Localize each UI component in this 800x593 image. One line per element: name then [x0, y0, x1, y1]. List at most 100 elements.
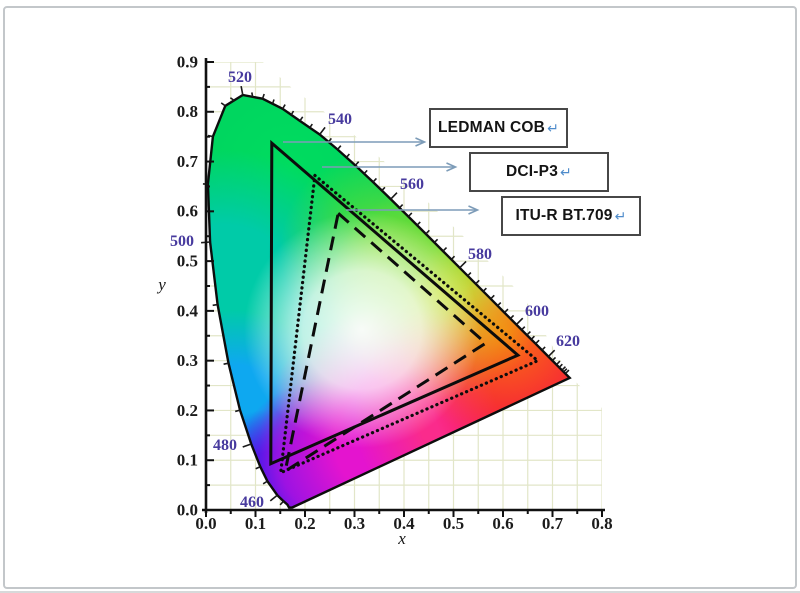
wavelength-tick	[354, 161, 360, 166]
wavelength-tick	[398, 204, 404, 209]
wavelength-tick	[509, 314, 515, 320]
wavelength-tick	[255, 466, 261, 470]
wavelength-tick	[319, 126, 326, 136]
wavelength-label: 560	[400, 176, 424, 193]
x-tick-label: 0.4	[393, 514, 415, 533]
callout-arrows	[283, 137, 480, 215]
wavelength-tick	[541, 346, 546, 351]
wavelength-tick	[535, 339, 540, 345]
wavelength-tick	[450, 255, 456, 260]
wavelength-tick	[207, 134, 214, 138]
wavelength-tick	[279, 500, 285, 506]
wavelength-tick	[242, 443, 252, 448]
wavelength-ticks	[201, 85, 570, 506]
return-mark-icon: ↵	[547, 119, 559, 136]
wavelength-tick	[561, 366, 567, 371]
wavelength-tick	[240, 85, 244, 96]
y-tick-label: 0.1	[177, 451, 198, 470]
callout-itu-r-bt709: ITU-R BT.709 ↵	[501, 196, 641, 236]
callout-label: LEDMAN COB	[438, 119, 546, 136]
x-tick-label: 0.7	[542, 514, 564, 533]
x-axis-title: x	[397, 529, 406, 548]
gamut-dci-p3	[278, 172, 541, 476]
wavelength-tick	[563, 368, 568, 373]
wavelength-label: 600	[525, 303, 549, 320]
callout-dci-p3: DCI-P3 ↵	[469, 152, 609, 192]
y-tick-label: 0.0	[177, 501, 198, 520]
callout-label: DCI-P3	[506, 163, 559, 180]
wavelength-tick	[229, 97, 235, 102]
wavelength-tick	[363, 169, 368, 175]
wavelength-tick	[309, 123, 313, 129]
wavelength-label: 460	[240, 494, 264, 511]
gamut-ledman-cob	[269, 139, 521, 467]
x-tick-labels: 0.0 0.1 0.2 0.3 0.4 0.5 0.6 0.7 0.8	[195, 514, 612, 533]
wavelength-tick	[212, 303, 218, 307]
wavelength-tick	[220, 102, 226, 107]
wavelength-tick	[433, 238, 439, 244]
return-mark-icon: ↵	[614, 207, 627, 224]
wavelength-tick	[551, 356, 557, 362]
x-tick-label: 0.3	[344, 514, 365, 533]
y-tick-label: 0.3	[177, 351, 198, 370]
x-tick-label: 0.2	[294, 514, 315, 533]
x-tick-label: 0.8	[591, 514, 612, 533]
wavelength-tick	[269, 494, 278, 502]
wavelength-tick	[555, 360, 561, 366]
wavelength-tick	[503, 308, 509, 314]
y-tick-label: 0.8	[177, 102, 198, 121]
axis-ticks	[205, 60, 603, 517]
wavelength-tick	[459, 260, 467, 269]
return-mark-icon: ↵	[560, 163, 572, 180]
wavelength-tick	[372, 177, 377, 183]
wavelength-tick	[497, 301, 502, 307]
wavelength-label: 620	[556, 333, 580, 350]
wavelength-tick	[526, 330, 531, 336]
y-tick-label: 0.6	[177, 202, 198, 221]
wavelength-tick	[564, 369, 570, 375]
wavelength-tick	[290, 110, 295, 116]
y-tick-label: 0.5	[177, 252, 198, 271]
wavelength-tick	[299, 116, 304, 122]
wavelength-tick	[234, 409, 241, 413]
y-tick-label: 0.4	[177, 301, 199, 320]
wavelength-tick	[416, 221, 421, 226]
wavelength-tick	[261, 93, 265, 99]
y-tick-label: 0.9	[177, 52, 198, 71]
wavelength-label: 540	[328, 111, 352, 128]
wavelength-tick	[530, 335, 535, 340]
wavelength-tick	[515, 317, 524, 326]
y-axis-title: y	[156, 275, 166, 294]
wavelength-tick	[467, 272, 472, 277]
wavelength-tick	[547, 349, 556, 358]
wavelength-tick	[281, 104, 286, 110]
wavelength-tick	[262, 480, 268, 485]
wavelength-tick	[407, 212, 413, 218]
x-tick-label: 0.5	[443, 514, 464, 533]
wavelength-label: 480	[213, 437, 237, 454]
x-tick-label: 0.6	[492, 514, 513, 533]
wavelength-label: 520	[228, 69, 252, 86]
y-tick-label: 0.7	[177, 152, 199, 171]
x-tick-label: 0.0	[195, 514, 216, 533]
wavelength-tick	[381, 186, 386, 192]
wavelength-tick	[345, 153, 350, 158]
wavelength-tick	[482, 287, 487, 292]
wavelength-tick	[521, 326, 526, 331]
callout-label: ITU-R BT.709	[515, 207, 613, 224]
wavelength-tick	[490, 294, 495, 300]
callout-ledman-cob: LEDMAN COB ↵	[429, 108, 568, 148]
wavelength-tick	[271, 99, 275, 105]
wavelength-labels: 460 480 500 520 540 560 580 600 620	[170, 69, 580, 511]
wavelength-tick	[251, 92, 254, 97]
wavelength-tick	[390, 192, 398, 200]
gamut-itu-r-bt709	[283, 210, 489, 475]
y-tick-labels: 0.0 0.1 0.2 0.3 0.4 0.5 0.6 0.7 0.8 0.9	[177, 52, 199, 519]
wavelength-tick	[442, 246, 448, 252]
wavelength-tick	[425, 229, 430, 235]
x-tick-label: 0.1	[245, 514, 266, 533]
wavelength-label: 580	[468, 246, 492, 263]
wavelength-tick	[223, 362, 229, 365]
